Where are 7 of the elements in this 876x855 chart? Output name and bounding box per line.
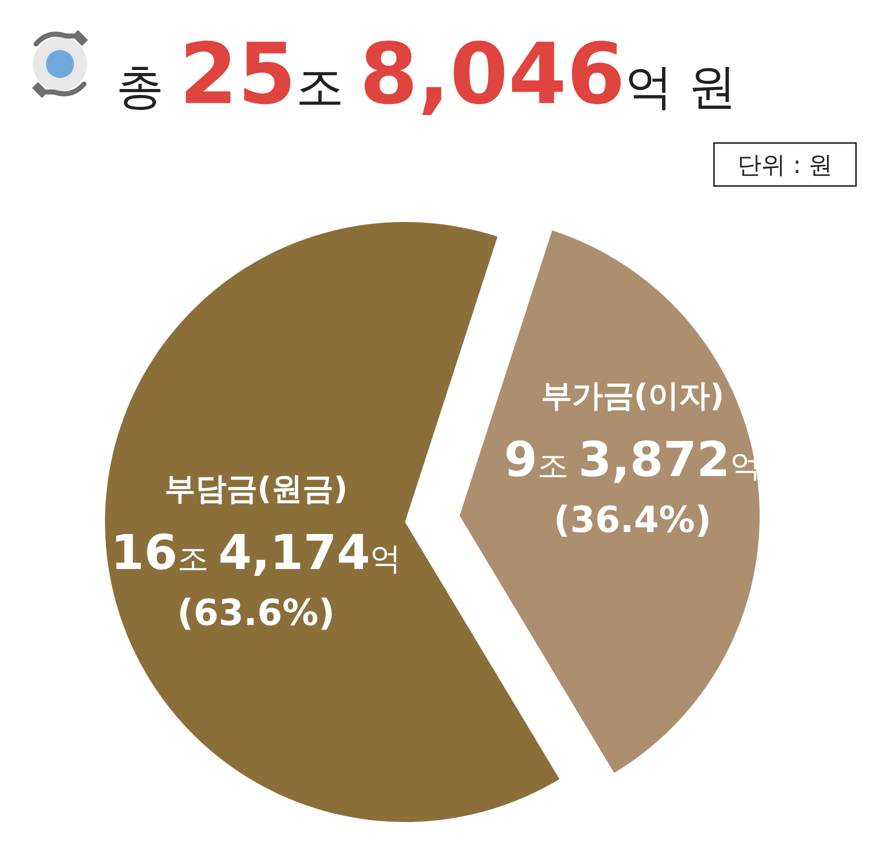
- data-label: (36.4%): [554, 500, 712, 541]
- text: 단위 : 원: [737, 151, 833, 179]
- slice-label: 부가금(이자): [540, 378, 724, 414]
- slice-label: 부담금(원금): [164, 471, 348, 508]
- data-label: (63.6%): [177, 593, 335, 634]
- text: 16조 4,174억: [110, 525, 402, 582]
- chart-title: 총 25조 8,046억 원: [116, 25, 736, 123]
